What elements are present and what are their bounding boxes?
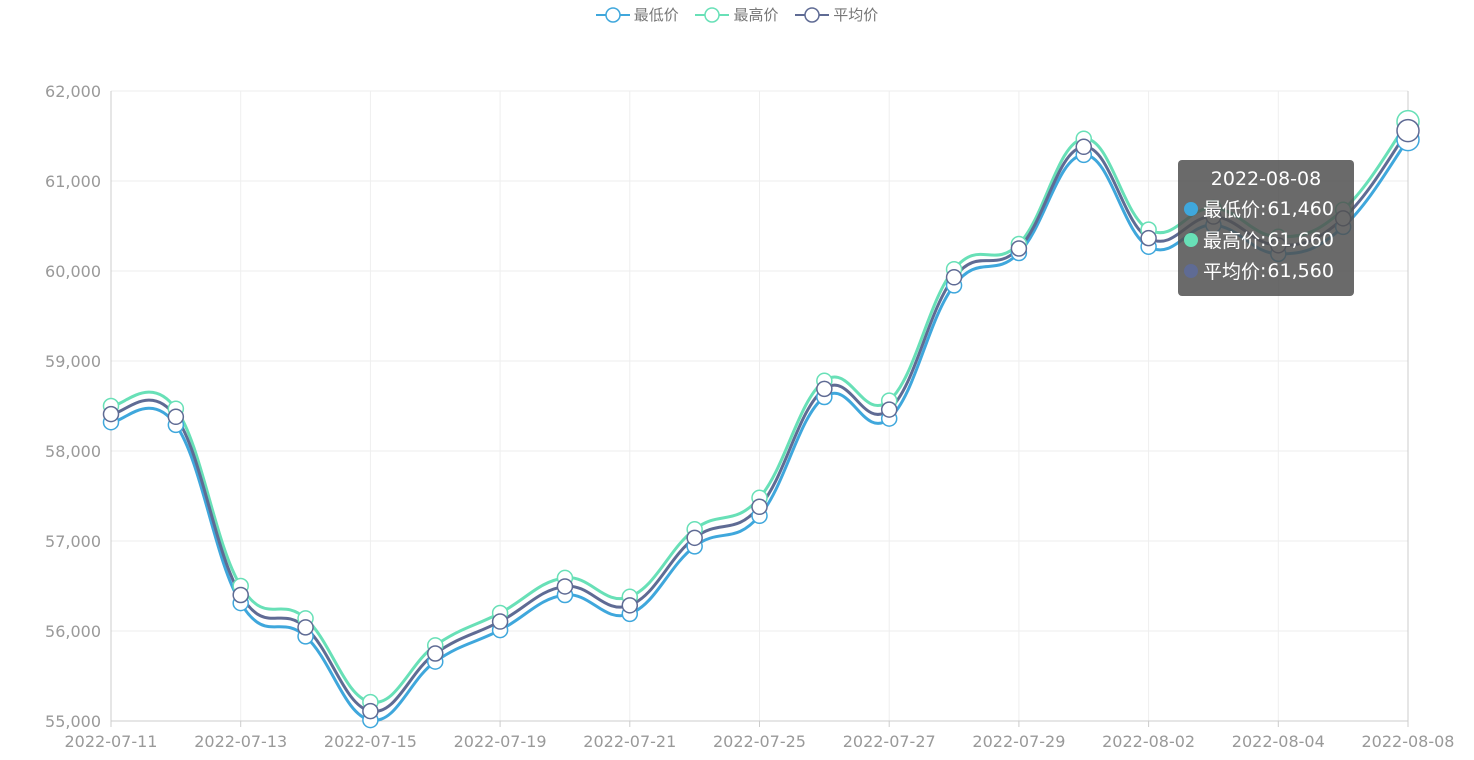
tooltip-row-avg: 平均价: 61,560 bbox=[1178, 255, 1354, 286]
x-tick-label: 2022-07-13 bbox=[194, 732, 287, 751]
tooltip-row-high: 最高价: 61,660 bbox=[1178, 224, 1354, 255]
tooltip-avg-label: 平均价 bbox=[1203, 261, 1261, 283]
y-tick-label: 61,000 bbox=[45, 172, 101, 191]
y-tick-label: 60,000 bbox=[45, 262, 101, 281]
legend-high-label: 最高价 bbox=[733, 6, 779, 24]
x-tick-label: 2022-07-25 bbox=[713, 732, 806, 751]
x-tick-label: 2022-07-21 bbox=[583, 732, 676, 751]
y-tick-label: 62,000 bbox=[45, 82, 101, 101]
data-point-avg bbox=[232, 586, 249, 604]
tooltip-low-dot-icon bbox=[1184, 201, 1198, 216]
data-point-avg bbox=[816, 380, 833, 398]
data-point-avg bbox=[167, 408, 185, 426]
legend-item-high[interactable]: 最高价 bbox=[695, 4, 779, 25]
tooltip-high-value: 61,660 bbox=[1267, 228, 1334, 251]
tooltip-low-value: 61,460 bbox=[1267, 197, 1334, 220]
legend-item-low[interactable]: 最低价 bbox=[595, 4, 679, 25]
x-tick-label: 2022-07-11 bbox=[65, 732, 158, 751]
data-point-avg bbox=[1396, 118, 1420, 143]
tooltip-low-label: 最低价 bbox=[1203, 199, 1261, 221]
y-tick-label: 59,000 bbox=[45, 352, 101, 371]
tooltip-low-sep: : bbox=[1260, 197, 1267, 220]
legend-low-label: 最低价 bbox=[633, 6, 679, 24]
x-tick-label: 2022-08-02 bbox=[1102, 732, 1195, 751]
data-point-avg bbox=[427, 645, 444, 662]
data-point-avg bbox=[751, 498, 768, 516]
data-point-avg bbox=[1075, 138, 1092, 156]
tooltip-title: 2022-08-08 bbox=[1210, 168, 1322, 190]
y-tick-label: 58,000 bbox=[45, 442, 101, 461]
legend-avg-label: 平均价 bbox=[833, 6, 879, 24]
x-tick-label: 2022-07-15 bbox=[324, 732, 417, 751]
tooltip-row-low: 最低价: 61,460 bbox=[1178, 193, 1354, 224]
data-point-avg bbox=[1140, 229, 1157, 247]
y-tick-label: 55,000 bbox=[45, 712, 101, 731]
data-point-avg bbox=[686, 529, 703, 547]
legend-high-swatch-icon bbox=[695, 6, 730, 23]
tooltip-high-dot-icon bbox=[1184, 232, 1198, 247]
legend-low-swatch-icon bbox=[595, 6, 630, 23]
x-tick-label: 2022-07-27 bbox=[843, 732, 936, 751]
x-tick-label: 2022-08-08 bbox=[1362, 732, 1455, 751]
tooltip-avg-value: 61,560 bbox=[1267, 259, 1334, 282]
data-point-avg bbox=[945, 269, 963, 286]
chart-legend: 最低价 最高价 平均价 bbox=[0, 4, 1474, 28]
data-point-avg bbox=[362, 702, 379, 720]
data-point-avg bbox=[621, 597, 639, 614]
data-point-avg bbox=[556, 578, 574, 595]
tooltip-high-sep: : bbox=[1260, 228, 1267, 251]
y-tick-label: 56,000 bbox=[45, 622, 101, 641]
tooltip-avg-dot-icon bbox=[1184, 263, 1198, 278]
legend-item-avg[interactable]: 平均价 bbox=[795, 4, 878, 25]
data-point-avg bbox=[491, 613, 509, 630]
data-point-avg bbox=[297, 619, 314, 636]
data-point-avg bbox=[1010, 240, 1028, 257]
x-tick-label: 2022-07-29 bbox=[972, 732, 1065, 751]
x-tick-label: 2022-08-04 bbox=[1232, 732, 1325, 751]
data-point-avg bbox=[880, 401, 898, 418]
x-tick-label: 2022-07-19 bbox=[454, 732, 547, 751]
data-point-avg bbox=[102, 405, 120, 423]
tooltip-high-label: 最高价 bbox=[1203, 230, 1261, 252]
tooltip-avg-sep: : bbox=[1260, 259, 1267, 282]
legend-avg-swatch-icon bbox=[795, 6, 830, 23]
y-tick-label: 57,000 bbox=[45, 532, 101, 551]
chart-tooltip: 2022-08-08 最低价: 61,460 最高价: 61,660 平均价: … bbox=[1178, 160, 1354, 296]
